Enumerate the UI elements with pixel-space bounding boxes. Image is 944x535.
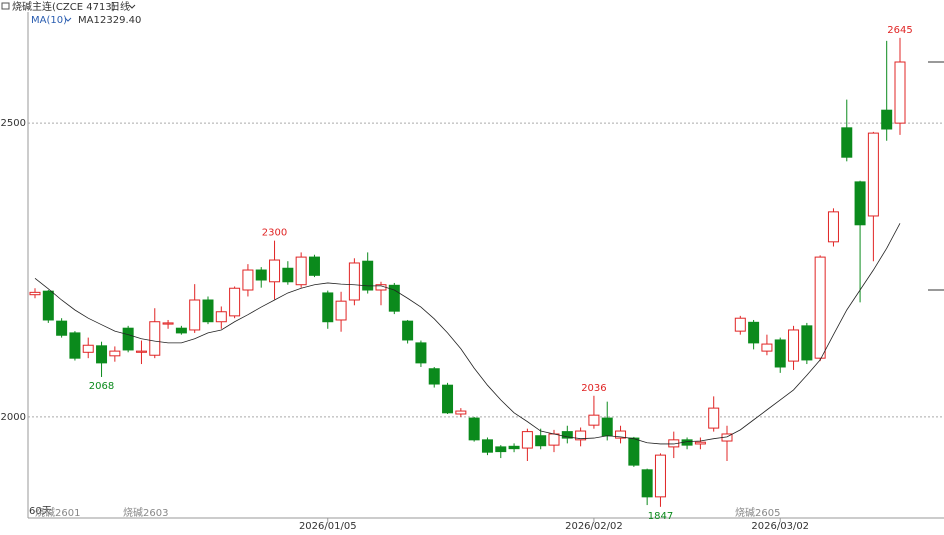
candle-body	[202, 299, 214, 323]
candle-body	[135, 350, 147, 353]
candle-body	[82, 344, 94, 353]
extreme-label: 2036	[581, 383, 606, 394]
candle-body	[588, 414, 600, 426]
candle-body	[29, 291, 41, 296]
dropdown-chevron[interactable]	[64, 17, 72, 22]
candle-body	[748, 321, 760, 344]
candle-body	[56, 320, 68, 336]
candle-body	[601, 417, 613, 437]
candle-body	[42, 290, 54, 321]
candle-body	[96, 345, 108, 364]
annotation: 烧碱2601	[35, 506, 80, 519]
candle-body	[854, 181, 866, 226]
extreme-label: 2300	[262, 228, 287, 239]
candle-body	[255, 269, 267, 281]
candle-body	[508, 445, 520, 450]
x-tick-label: 2026/02/02	[565, 521, 623, 532]
candle-body	[521, 431, 533, 449]
ma-line	[34, 223, 901, 445]
candle-body	[801, 325, 813, 361]
candle-body	[189, 299, 201, 331]
candle-body	[175, 327, 187, 334]
candle-body	[415, 342, 427, 364]
candle-body	[402, 320, 414, 341]
chart-title: 烧碱主连(CZCE 4713)	[12, 0, 116, 13]
candle-body	[654, 454, 666, 498]
period-selector[interactable]: 日线	[110, 0, 130, 13]
candle-body	[442, 384, 454, 414]
candle-body	[322, 292, 334, 323]
candle-body	[894, 61, 906, 124]
annotation: 烧碱2603	[123, 506, 168, 519]
candle-body	[388, 284, 400, 312]
candle-body	[641, 469, 653, 498]
extreme-label: 2645	[887, 25, 912, 36]
candle-body	[814, 256, 826, 359]
candle-body	[495, 446, 507, 453]
candle-body	[308, 256, 320, 276]
candle-body	[362, 260, 374, 291]
candle-body	[535, 435, 547, 447]
candle-body	[455, 410, 467, 415]
y-tick-label: 2500	[1, 118, 26, 129]
candle-body	[827, 211, 839, 243]
candle-body	[69, 332, 81, 359]
candle-body	[468, 417, 480, 441]
candle-body	[269, 259, 281, 283]
candle-body	[575, 430, 587, 441]
x-tick-label: 2026/03/02	[751, 521, 809, 532]
candle-body	[428, 368, 440, 385]
candle-body	[867, 132, 879, 217]
candle-body	[295, 256, 307, 286]
candle-body	[561, 431, 573, 439]
candle-body	[841, 127, 853, 158]
candle-body	[122, 327, 134, 351]
extreme-label: 2068	[89, 381, 114, 392]
y-tick-label: 2000	[1, 412, 26, 423]
candle-body	[615, 430, 627, 439]
candle-body	[335, 300, 347, 321]
legend-ma-name: MA1	[78, 15, 100, 26]
candle-body	[109, 350, 121, 357]
extreme-label: 1847	[648, 511, 673, 522]
candle-body	[788, 329, 800, 362]
candle-body	[229, 287, 241, 317]
candle-body	[242, 269, 254, 291]
annotation: 60天	[29, 506, 52, 517]
candle-body	[348, 262, 360, 301]
candle-body	[215, 311, 227, 323]
candle-body	[708, 407, 720, 429]
candle-body	[628, 437, 640, 466]
candle-body	[548, 433, 560, 446]
ma-selector[interactable]: MA(10)	[31, 15, 67, 26]
candle-body	[694, 441, 706, 445]
x-tick-label: 2026/01/05	[299, 521, 357, 532]
candle-body	[282, 267, 294, 283]
candle-body	[774, 339, 786, 368]
menu-icon[interactable]	[1, 2, 10, 10]
candle-body	[881, 109, 893, 130]
dropdown-chevron[interactable]	[128, 4, 136, 9]
candle-body	[149, 321, 161, 356]
annotation: 烧碱2605	[735, 506, 780, 519]
candle-body	[734, 317, 746, 332]
candle-body	[162, 322, 174, 325]
candle-body	[481, 439, 493, 453]
legend-ma-value: 2329.40	[100, 15, 141, 26]
candle-body	[761, 343, 773, 352]
